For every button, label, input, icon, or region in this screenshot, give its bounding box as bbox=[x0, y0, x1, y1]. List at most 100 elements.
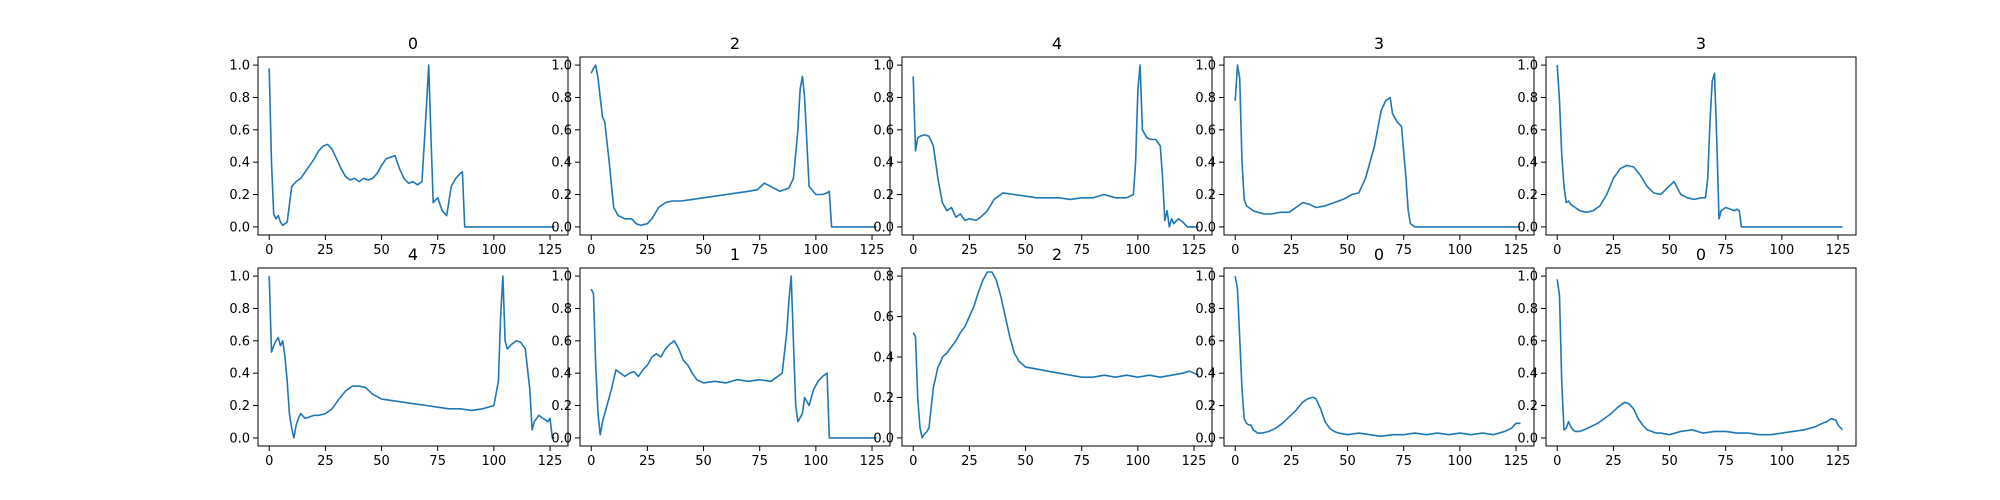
y-tick-label: 0.2 bbox=[229, 188, 250, 203]
y-tick-label: 0.4 bbox=[1517, 156, 1538, 171]
x-tick-label: 25 bbox=[1283, 243, 1300, 258]
x-tick-label: 25 bbox=[961, 454, 978, 469]
x-tick-label: 50 bbox=[373, 454, 390, 469]
x-tick-label: 50 bbox=[373, 243, 390, 258]
x-tick-label: 100 bbox=[481, 454, 506, 469]
y-tick-label: 0.6 bbox=[1195, 123, 1216, 138]
x-tick-label: 0 bbox=[909, 454, 917, 469]
subplot-title-5: 4 bbox=[408, 245, 418, 264]
x-tick-label: 50 bbox=[1661, 243, 1678, 258]
x-tick-label: 125 bbox=[1182, 454, 1207, 469]
y-tick-label: 0.0 bbox=[1517, 431, 1538, 446]
y-tick-label: 0.8 bbox=[1195, 91, 1216, 106]
y-tick-label: 0.2 bbox=[1517, 399, 1538, 414]
x-tick-label: 100 bbox=[1769, 454, 1794, 469]
x-tick-label: 25 bbox=[317, 243, 334, 258]
x-tick-label: 25 bbox=[1605, 243, 1622, 258]
y-tick-label: 0.0 bbox=[229, 431, 250, 446]
x-tick-label: 125 bbox=[860, 454, 885, 469]
y-tick-label: 0.8 bbox=[1195, 302, 1216, 317]
subplot-5: 0 25 50 75 100 125 0.0 0.2 0.4 0.6 0.8 1.0 4 bbox=[229, 245, 569, 469]
x-tick-label: 50 bbox=[1661, 454, 1678, 469]
y-tick-label: 0.8 bbox=[1517, 91, 1538, 106]
series-line-9-0 bbox=[1556, 279, 1844, 436]
x-tick-label: 0 bbox=[265, 454, 273, 469]
series-line-7-0 bbox=[912, 271, 1199, 439]
y-tick-label: 0.2 bbox=[873, 188, 894, 203]
y-tick-label: 0.8 bbox=[551, 91, 572, 106]
y-tick-label: 0.6 bbox=[873, 310, 894, 325]
y-tick-label: 0.8 bbox=[229, 91, 250, 106]
y-tick-label: 1.0 bbox=[1195, 59, 1216, 74]
y-tick-label: 0.4 bbox=[551, 156, 572, 171]
x-tick-label: 0 bbox=[909, 243, 917, 258]
series-line-2-0 bbox=[912, 64, 1199, 228]
subplot-title-2: 4 bbox=[1052, 34, 1062, 53]
y-tick-label: 1.0 bbox=[551, 270, 572, 285]
x-tick-label: 125 bbox=[1504, 454, 1529, 469]
x-tick-label: 100 bbox=[803, 243, 828, 258]
y-tick-label: 0.6 bbox=[1195, 334, 1216, 349]
axes-frame-2 bbox=[901, 56, 1213, 236]
y-tick-label: 0.8 bbox=[551, 302, 572, 317]
x-tick-label: 125 bbox=[1826, 243, 1851, 258]
subplot-title-3: 3 bbox=[1374, 34, 1384, 53]
x-tick-label: 75 bbox=[1395, 454, 1412, 469]
x-tick-label: 75 bbox=[1717, 454, 1734, 469]
y-tick-label: 0.6 bbox=[551, 123, 572, 138]
subplot-2: 0 25 50 75 100 125 0.0 0.2 0.4 0.6 0.8 1.0 4 bbox=[873, 34, 1213, 258]
axes-frame-7 bbox=[901, 267, 1213, 447]
y-tick-label: 0.4 bbox=[1517, 367, 1538, 382]
axes-frame-8 bbox=[1223, 267, 1535, 447]
x-tick-label: 125 bbox=[860, 243, 885, 258]
x-tick-label: 0 bbox=[1553, 454, 1561, 469]
x-tick-label: 25 bbox=[1605, 454, 1622, 469]
y-tick-label: 0.4 bbox=[873, 351, 894, 366]
x-tick-label: 100 bbox=[1447, 454, 1472, 469]
axes-frame-6 bbox=[579, 267, 891, 447]
subplot-title-4: 3 bbox=[1696, 34, 1706, 53]
x-tick-label: 0 bbox=[265, 243, 273, 258]
y-tick-label: 0.6 bbox=[551, 334, 572, 349]
x-tick-label: 25 bbox=[317, 454, 334, 469]
x-tick-label: 75 bbox=[1073, 454, 1090, 469]
series-line-6-0 bbox=[590, 275, 877, 439]
y-tick-label: 0.4 bbox=[229, 156, 250, 171]
y-tick-label: 0.2 bbox=[1195, 188, 1216, 203]
y-tick-label: 0.2 bbox=[873, 391, 894, 406]
y-tick-label: 0.0 bbox=[1195, 220, 1216, 235]
x-tick-label: 125 bbox=[538, 454, 563, 469]
y-tick-label: 0.8 bbox=[1517, 302, 1538, 317]
x-tick-label: 100 bbox=[481, 243, 506, 258]
subplot-3: 0 25 50 75 100 125 0.0 0.2 0.4 0.6 0.8 1.0 3 bbox=[1195, 34, 1535, 258]
subplot-6: 0 25 50 75 100 125 0.0 0.2 0.4 0.6 0.8 1.0 1 bbox=[551, 245, 891, 469]
x-tick-label: 125 bbox=[538, 243, 563, 258]
series-line-1-0 bbox=[590, 64, 877, 228]
subplot-title-7: 2 bbox=[1052, 245, 1062, 264]
axes-frame-9 bbox=[1545, 267, 1857, 447]
x-tick-label: 0 bbox=[1553, 243, 1561, 258]
y-tick-label: 0.8 bbox=[873, 91, 894, 106]
x-tick-label: 100 bbox=[1125, 243, 1150, 258]
y-tick-label: 0.2 bbox=[551, 188, 572, 203]
y-tick-label: 0.0 bbox=[1195, 431, 1216, 446]
y-tick-label: 0.6 bbox=[873, 123, 894, 138]
axes-frame-5 bbox=[257, 267, 569, 447]
x-tick-label: 50 bbox=[695, 243, 712, 258]
y-tick-label: 1.0 bbox=[1517, 270, 1538, 285]
subplot-0: 0 25 50 75 100 125 0.0 0.2 0.4 0.6 0.8 1.0 0 bbox=[229, 34, 569, 258]
x-tick-label: 75 bbox=[429, 454, 446, 469]
y-tick-label: 0.0 bbox=[873, 431, 894, 446]
x-tick-label: 50 bbox=[1339, 243, 1356, 258]
axes-frame-0 bbox=[257, 56, 569, 236]
y-tick-label: 0.0 bbox=[873, 220, 894, 235]
y-tick-label: 1.0 bbox=[229, 270, 250, 285]
subplot-9: 0 25 50 75 100 125 0.0 0.2 0.4 0.6 0.8 1.0 0 bbox=[1517, 245, 1857, 469]
x-tick-label: 50 bbox=[1339, 454, 1356, 469]
x-tick-label: 0 bbox=[587, 243, 595, 258]
series-line-3-0 bbox=[1234, 64, 1521, 228]
x-tick-label: 75 bbox=[1717, 243, 1734, 258]
x-tick-label: 100 bbox=[1447, 243, 1472, 258]
x-tick-label: 75 bbox=[751, 243, 768, 258]
subplot-1: 0 25 50 75 100 125 0.0 0.2 0.4 0.6 0.8 1.0 2 bbox=[551, 34, 891, 258]
